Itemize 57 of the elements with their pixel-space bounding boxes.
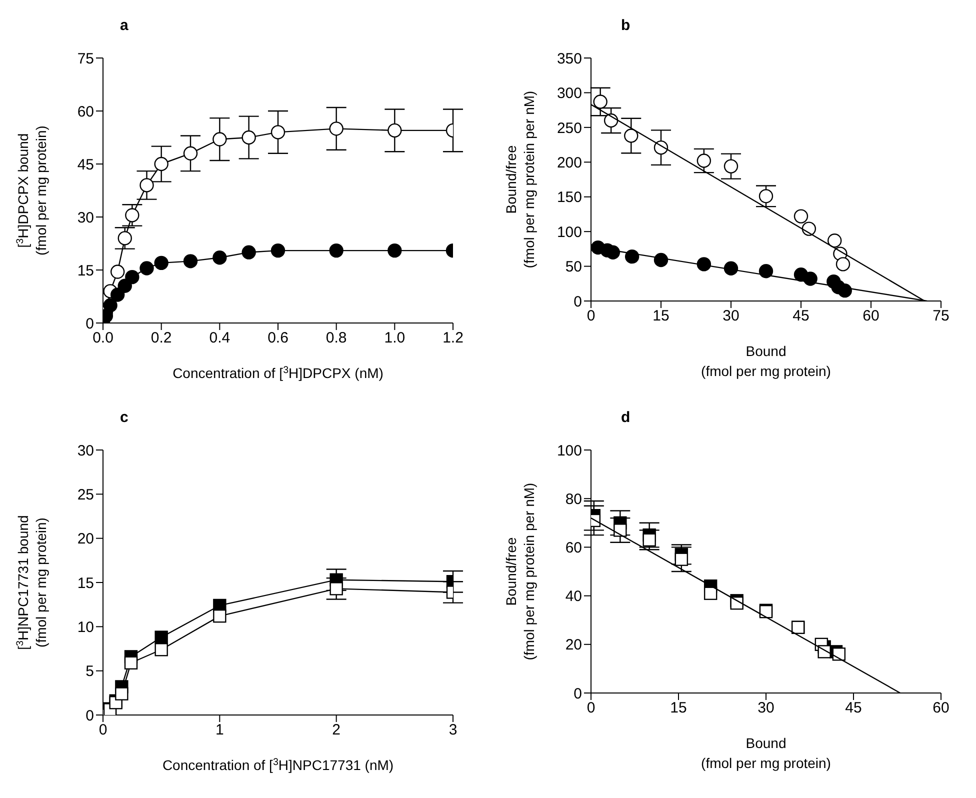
y-tick-label: 250 — [556, 120, 582, 137]
x-tick-label: 0 — [586, 308, 596, 325]
y-tick-label: 40 — [565, 588, 582, 606]
y-axis-title: Bound/free (fmol per mg protein per nM) — [503, 482, 537, 660]
y-tick-label: 50 — [565, 258, 582, 276]
y-tick-label: 300 — [556, 85, 582, 102]
y-tick-label: 45 — [77, 156, 94, 174]
y-tick-label: 100 — [556, 442, 582, 460]
x-tick-label: 1.2 — [442, 330, 464, 347]
x-tick-label: 45 — [792, 308, 810, 325]
y-tick-label: 15 — [77, 574, 94, 592]
y-tick-label: 100 — [556, 224, 582, 241]
y-tick-label: 75 — [77, 50, 94, 68]
x-axis-title: Concentration of [$^{3}$H]DPCPX (nM) — [172, 364, 384, 381]
x-tick-label: 60 — [932, 700, 950, 717]
y-tick-label: 200 — [556, 154, 582, 172]
x-tick-label: 0 — [586, 700, 596, 717]
x-tick-label: 1.0 — [384, 330, 406, 347]
y-tick-label: 60 — [77, 103, 94, 120]
x-tick-label: 0.2 — [150, 330, 172, 347]
y-tick-label: 0 — [574, 293, 582, 310]
x-tick-label: 3 — [448, 722, 458, 739]
x-tick-label: 15 — [652, 308, 670, 325]
chart-title: b — [621, 17, 630, 34]
y-tick-label: 80 — [565, 490, 582, 508]
x-tick-label: 1 — [215, 722, 224, 739]
y-tick-label: 10 — [77, 618, 94, 636]
y-tick-label: 0 — [574, 685, 582, 702]
y-tick-label: 60 — [565, 540, 582, 557]
x-tick-label: 60 — [862, 308, 880, 325]
y-tick-label: 5 — [86, 663, 94, 680]
chart-title: c — [120, 409, 128, 426]
y-tick-label: 30 — [77, 442, 94, 460]
x-axis-title: Concentration of [$^{3}$H]NPC17731 (nM) — [162, 756, 394, 773]
y-tick-label: 150 — [556, 189, 582, 206]
x-tick-label: 0.8 — [326, 330, 347, 347]
x-tick-label: 0.0 — [92, 330, 114, 347]
y-axis-title: Bound/free (fmol per mg protein per nM) — [503, 90, 537, 268]
y-tick-label: 25 — [77, 486, 94, 504]
x-tick-label: 0 — [98, 722, 108, 739]
y-tick-label: 350 — [556, 50, 582, 68]
x-tick-label: 30 — [758, 700, 774, 717]
chart-title: d — [621, 409, 630, 426]
y-tick-label: 20 — [565, 636, 582, 654]
x-tick-label: 2 — [332, 722, 341, 739]
x-tick-label: 0.6 — [268, 330, 288, 347]
x-axis-title: Bound (fmol per mg protein) — [701, 735, 831, 771]
y-tick-label: 20 — [77, 530, 94, 548]
y-tick-label: 15 — [77, 262, 94, 280]
x-tick-label: 30 — [722, 308, 740, 325]
x-tick-label: 0.4 — [209, 330, 230, 347]
x-tick-label: 75 — [932, 308, 950, 325]
chart-title: a — [120, 17, 129, 34]
x-axis-title: Bound (fmol per mg protein) — [701, 343, 831, 379]
x-tick-label: 15 — [670, 700, 687, 717]
y-tick-label: 30 — [77, 209, 94, 226]
x-tick-label: 45 — [845, 700, 862, 717]
